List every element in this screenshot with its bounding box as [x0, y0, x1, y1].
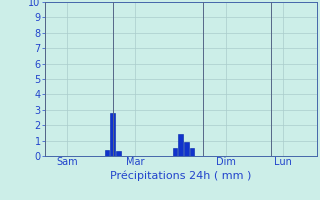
Bar	[179, 134, 183, 156]
Bar	[184, 142, 189, 156]
Bar	[110, 113, 115, 156]
Bar	[105, 150, 109, 156]
Bar	[116, 151, 121, 156]
Bar	[190, 148, 195, 156]
Bar	[173, 148, 178, 156]
X-axis label: Précipitations 24h ( mm ): Précipitations 24h ( mm )	[110, 170, 252, 181]
